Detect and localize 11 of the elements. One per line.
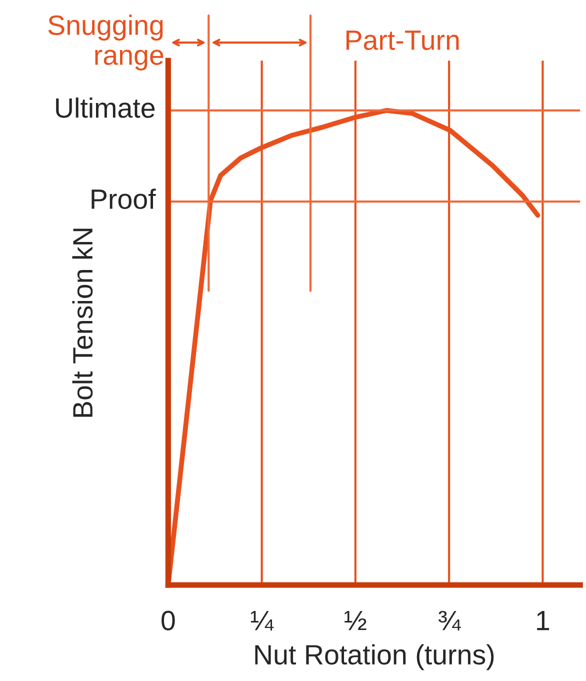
y-axis-title: Bolt Tension kN — [72, 228, 93, 417]
ref-line-label: Proof — [92, 188, 156, 210]
x-tick-label: 0 — [162, 610, 175, 630]
ref-line-label: Ultimate — [56, 97, 155, 118]
x-tick-label: 1 — [537, 611, 550, 630]
text: Snugging range — [48, 14, 164, 70]
x-axis-title: Nut Rotation (turns) — [255, 644, 494, 670]
text: Part-Turn — [346, 30, 459, 50]
x-tick-label: ¾ — [438, 610, 461, 630]
x-tick-label: ½ — [344, 611, 366, 630]
x-tick-label: ¼ — [250, 611, 274, 630]
